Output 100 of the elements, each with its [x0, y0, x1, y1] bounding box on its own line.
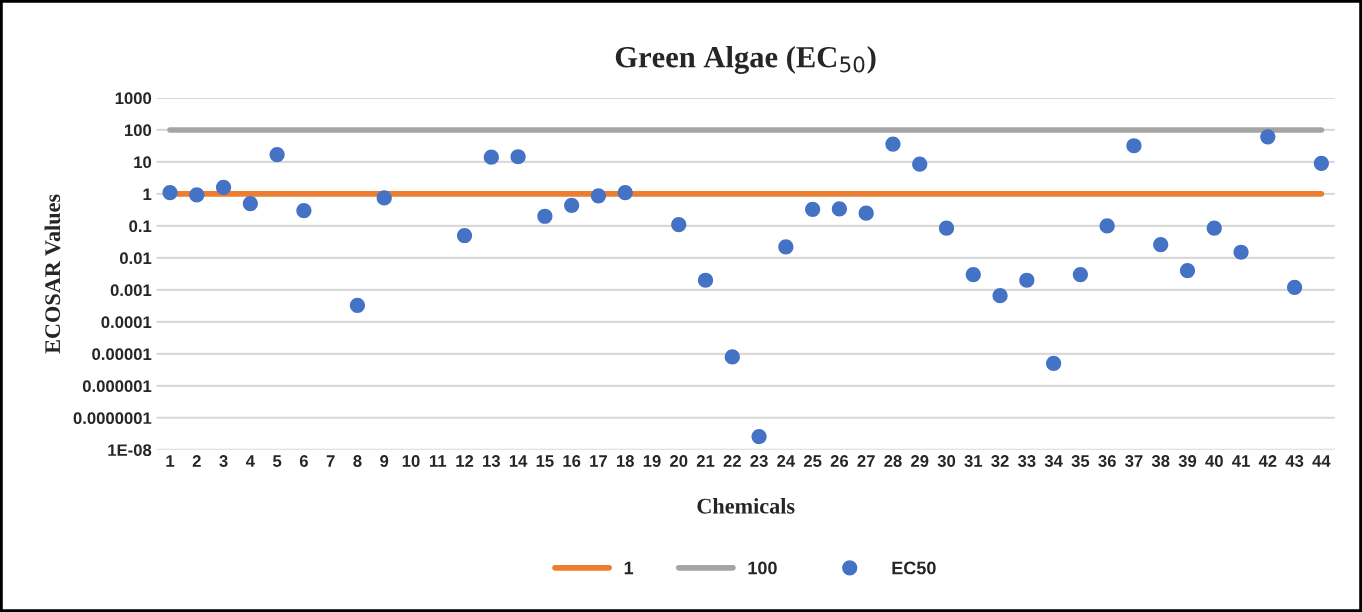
legend-label: EC50	[892, 561, 936, 575]
x-tick-label: 15	[536, 455, 554, 467]
y-tick-label: 0.1	[129, 220, 152, 233]
x-tick-label: 25	[803, 455, 822, 467]
x-tick-label: 13	[483, 455, 500, 467]
point	[1179, 263, 1196, 279]
chart-title: Green Algae (EC$_{50}$)	[615, 45, 876, 74]
x-tick-label: 5	[273, 455, 282, 467]
x-tick-label: 7	[326, 455, 335, 467]
x-tick-label: 24	[777, 455, 796, 467]
x-tick-label: 37	[1125, 455, 1143, 467]
x-tick-label: 42	[1258, 455, 1277, 467]
point	[376, 190, 392, 206]
point	[1072, 266, 1088, 283]
point	[938, 220, 955, 236]
point	[1099, 218, 1115, 234]
x-tick-label: 43	[1285, 455, 1304, 467]
point	[885, 136, 901, 152]
point	[590, 188, 607, 204]
x-tick-label: 20	[670, 455, 688, 467]
x-tick-label: 10	[402, 455, 420, 467]
point	[296, 203, 312, 219]
y-tick-label: 0.000001	[82, 380, 152, 393]
point	[510, 149, 526, 165]
point	[724, 349, 740, 365]
point	[456, 227, 473, 244]
x-tick-label: 38	[1151, 455, 1170, 467]
x-tick-label: 34	[1044, 455, 1063, 467]
x-tick-label: 18	[616, 455, 634, 467]
point	[1286, 279, 1303, 295]
x-tick-label: 23	[750, 455, 768, 467]
point	[671, 216, 687, 233]
x-tick-label: 32	[991, 455, 1009, 467]
x-tick-label: 16	[563, 455, 581, 467]
point	[564, 197, 580, 213]
y-tick-label: 1E-08	[108, 444, 152, 457]
x-tick-label: 3	[219, 455, 228, 467]
point	[805, 201, 821, 217]
point	[1313, 155, 1329, 171]
point	[483, 149, 499, 165]
point	[1153, 236, 1169, 253]
point	[912, 156, 928, 172]
x-axis-title: Chemicals	[697, 498, 795, 514]
x-tick-label: 6	[299, 455, 308, 467]
y-tick-label: 0.00001	[92, 348, 152, 361]
point	[965, 266, 981, 283]
legend-label: 100	[748, 561, 777, 575]
point	[1206, 220, 1222, 236]
x-tick-label: 44	[1312, 455, 1331, 467]
x-tick-label: 41	[1232, 455, 1250, 467]
x-tick-label: 31	[964, 455, 983, 467]
point	[1126, 138, 1142, 154]
point	[269, 146, 285, 163]
x-tick-label: 35	[1071, 455, 1090, 467]
x-tick-label: 39	[1178, 455, 1197, 467]
x-tick-label: 12	[456, 455, 474, 467]
x-tick-label: 11	[430, 455, 447, 467]
point	[778, 239, 794, 255]
y-tick-label: 0.01	[119, 252, 152, 265]
point	[858, 205, 874, 221]
point	[189, 187, 205, 203]
point	[617, 184, 633, 201]
x-tick-label: 33	[1017, 455, 1036, 467]
x-tick-label: 17	[590, 455, 607, 467]
x-tick-label: 19	[643, 455, 661, 467]
point	[1260, 129, 1276, 145]
x-tick-label: 40	[1205, 455, 1223, 467]
point	[242, 195, 258, 212]
point	[1019, 272, 1035, 288]
x-tick-label: 14	[509, 455, 528, 467]
x-tick-label: 30	[937, 455, 956, 467]
x-tick-label: 22	[723, 455, 741, 467]
point	[162, 184, 178, 201]
x-tick-label: 27	[857, 455, 875, 467]
x-tick-label: 28	[884, 455, 902, 467]
point	[992, 288, 1008, 304]
point	[537, 208, 553, 224]
y-tick-label: 0.0000001	[73, 412, 152, 425]
x-tick-label: 29	[911, 455, 929, 467]
point	[1046, 355, 1062, 372]
y-tick-label: 1000	[115, 92, 152, 105]
y-tick-label: 1	[143, 188, 152, 200]
y-axis-title: ECOSAR Values	[44, 194, 61, 354]
y-tick-label: 0.0001	[101, 316, 152, 329]
x-tick-label: 26	[830, 455, 849, 467]
x-tick-label: 9	[380, 455, 389, 467]
y-tick-label: 100	[125, 124, 152, 137]
legend-label: 1	[624, 561, 634, 575]
y-tick-label: 0.001	[110, 284, 152, 297]
point	[751, 428, 767, 445]
x-tick-label: 21	[696, 455, 715, 467]
point	[349, 297, 366, 313]
point	[831, 201, 848, 217]
point	[1233, 244, 1249, 260]
x-tick-label: 8	[353, 455, 362, 467]
point	[697, 272, 714, 288]
y-tick-label: 10	[134, 156, 152, 169]
x-tick-label: 1	[166, 455, 175, 467]
x-tick-label: 4	[245, 455, 255, 467]
x-tick-label: 2	[192, 455, 201, 467]
